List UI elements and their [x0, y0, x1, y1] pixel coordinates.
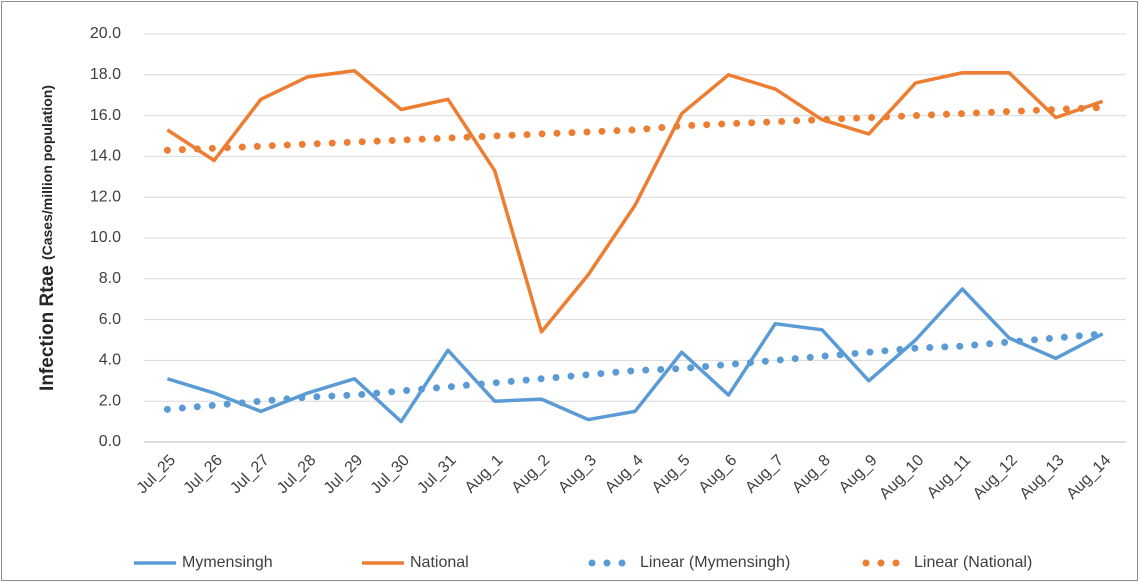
y-tick-label: 16.0 [90, 107, 121, 124]
y-tick-label: 0.0 [99, 433, 121, 450]
y-tick-label: 10.0 [90, 229, 121, 246]
series-line [166, 287, 1104, 424]
series-line [166, 68, 1104, 334]
y-tick-label: 14.0 [90, 148, 121, 165]
series-line [163, 103, 1107, 154]
series-line [163, 330, 1107, 413]
y-tick-label: 2.0 [99, 392, 121, 409]
legend-label: National [410, 554, 469, 571]
y-tick-label: 8.0 [99, 270, 121, 287]
y-axis-note: (Cases/million population) [39, 85, 55, 260]
legend-label: Linear (National) [914, 554, 1032, 571]
legend-label: Linear (Mymensingh) [640, 554, 790, 571]
y-tick-label: 4.0 [99, 352, 121, 369]
y-tick-label: 12.0 [90, 188, 121, 205]
legend-label: Mymensingh [182, 554, 273, 571]
y-axis-title: Infection Rtae [37, 265, 58, 391]
y-tick-label: 20.0 [90, 25, 121, 42]
y-tick-label: 18.0 [90, 66, 121, 83]
y-tick-label: 6.0 [99, 311, 121, 328]
y-axis-label: Infection Rtae (Cases/million population… [37, 85, 58, 391]
